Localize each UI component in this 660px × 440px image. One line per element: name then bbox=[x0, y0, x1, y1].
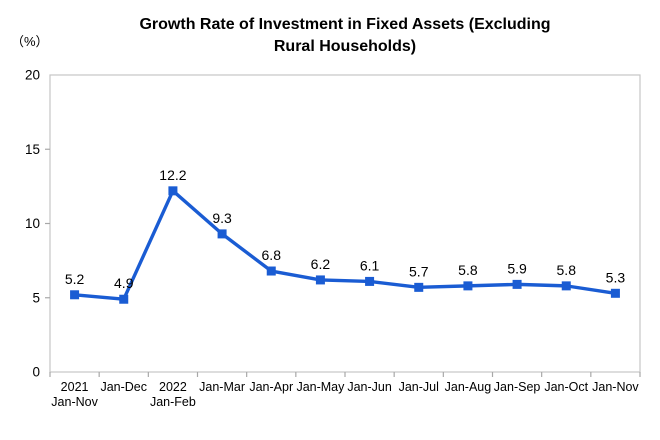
x-axis-category-label: 2022 Jan-Feb bbox=[150, 380, 196, 409]
data-point-label: 6.8 bbox=[262, 247, 282, 263]
data-point-marker bbox=[512, 279, 522, 289]
data-point-marker bbox=[610, 288, 620, 298]
y-axis-tick-label: 0 bbox=[32, 365, 40, 380]
data-point-label: 5.8 bbox=[458, 262, 478, 278]
data-point-label: 5.2 bbox=[65, 271, 85, 287]
data-point-label: 5.7 bbox=[409, 263, 429, 279]
chart-title: Growth Rate of Investment in Fixed Asset… bbox=[139, 16, 551, 55]
data-point-label: 5.9 bbox=[507, 260, 527, 276]
data-point-marker bbox=[463, 281, 473, 291]
data-point-label: 9.3 bbox=[212, 210, 232, 226]
x-axis-category-label: 2021 Jan-Nov bbox=[51, 380, 98, 409]
plot-border bbox=[49, 74, 641, 373]
y-axis-tick-label: 5 bbox=[32, 290, 40, 305]
x-axis-category-label: Jan-Mar bbox=[199, 380, 245, 394]
data-point-marker bbox=[168, 186, 178, 196]
x-axis-category-label: Jan-Jul bbox=[399, 380, 439, 394]
data-point-marker bbox=[315, 275, 325, 285]
data-point-label: 5.3 bbox=[606, 269, 626, 285]
data-point-label: 6.2 bbox=[311, 256, 331, 272]
y-axis-unit-label: （%） bbox=[11, 34, 49, 49]
x-axis-category-label: Jan-Jun bbox=[347, 380, 392, 394]
data-point-label: 4.9 bbox=[114, 275, 134, 291]
x-axis-category-label: Jan-Apr bbox=[249, 380, 293, 394]
data-point-marker bbox=[70, 290, 80, 300]
data-point-marker bbox=[119, 294, 129, 304]
y-axis-tick-label: 20 bbox=[25, 68, 40, 83]
data-point-marker bbox=[365, 276, 375, 286]
data-line bbox=[72, 189, 618, 301]
data-point-marker bbox=[266, 266, 276, 276]
data-point-label: 12.2 bbox=[159, 167, 186, 183]
data-point-marker bbox=[217, 229, 227, 239]
x-axis-category-label: Jan-Dec bbox=[100, 380, 147, 394]
x-axis-category-label: Jan-Sep bbox=[494, 380, 541, 394]
x-axis-category-label: Jan-Aug bbox=[445, 380, 492, 394]
y-axis-tick-label: 15 bbox=[25, 142, 40, 157]
data-point-label: 5.8 bbox=[557, 262, 577, 278]
x-axis-category-label: Jan-Nov bbox=[592, 380, 639, 394]
data-point-marker bbox=[414, 282, 424, 292]
y-axis-tick-label: 10 bbox=[25, 216, 40, 231]
x-axis-category-label: Jan-Oct bbox=[544, 380, 588, 394]
data-point-label: 6.1 bbox=[360, 257, 380, 273]
data-point-marker bbox=[561, 281, 571, 291]
x-axis-category-label: Jan-May bbox=[296, 380, 345, 394]
